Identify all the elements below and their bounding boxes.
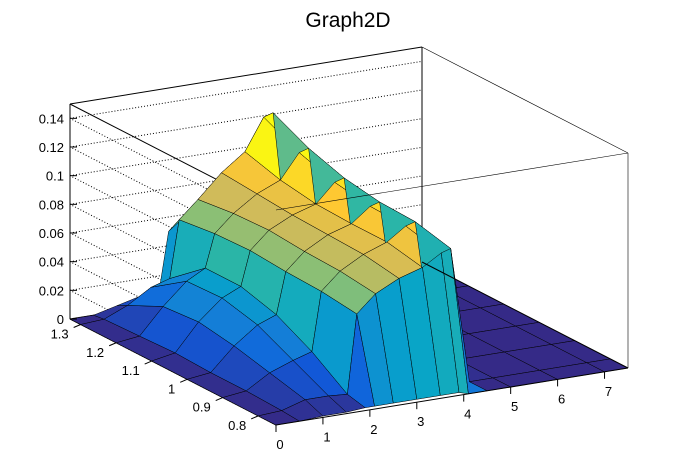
y-tick-label: 1.1 [122,363,140,378]
y-tick-label: 1 [168,381,175,396]
x-tick-label: 0 [276,437,283,452]
front-box-edges [275,46,629,426]
y-tick-mark [215,397,223,402]
y-tick-label: 0.9 [193,400,211,415]
back-wall-grid-line [69,118,423,177]
y-axis-ticks: 0.8 0.9 1 1.1 1.2 1.3 [51,324,259,433]
y-tick-mark [73,324,81,328]
y-tick-label: 0.8 [228,418,246,433]
back-wall-grid-line [69,146,423,205]
front-top-edge [275,152,629,211]
x-tick-label: 1 [323,429,330,444]
z-tick-label: 0.02 [39,283,64,298]
y-tick-mark [108,342,117,347]
x-tick-label: 6 [558,391,565,406]
x-tick-label: 7 [605,384,612,399]
z-axis-ticks: 0 0.02 0.04 0.06 0.08 0.1 0.12 0.14 [39,104,77,327]
y-tick-mark [180,378,188,383]
x-tick-label: 4 [464,407,471,422]
y-tick-label: 1.3 [51,326,69,341]
z-tick-label: 0 [57,312,64,327]
z-tick-label: 0.04 [39,255,64,270]
back-wall-grid-line [69,175,423,234]
x-axis-ticks: 0 1 2 3 4 5 6 7 [275,371,612,452]
x-tick-label: 5 [511,399,518,414]
front-floor-edge [275,367,629,426]
surface-mesh [69,111,629,426]
top-edge [69,46,423,105]
z-tick-label: 0.14 [39,111,64,126]
chart-title: Graph2D [305,9,390,32]
z-tick-label: 0.08 [39,197,64,212]
z-tick-label: 0.06 [39,226,64,241]
x-tick-label: 2 [370,422,377,437]
x-tick-label: 3 [417,414,424,429]
y-tick-mark [144,360,152,365]
right-floor-edge [421,261,629,369]
y-tick-mark [251,415,259,420]
right-top-edge [421,46,629,154]
back-wall-grid-line [69,60,423,119]
y-tick-label: 1.2 [86,345,104,360]
back-wall-grid-line [69,89,423,148]
z-tick-label: 0.12 [39,140,64,155]
z-tick-label: 0.1 [46,169,64,184]
